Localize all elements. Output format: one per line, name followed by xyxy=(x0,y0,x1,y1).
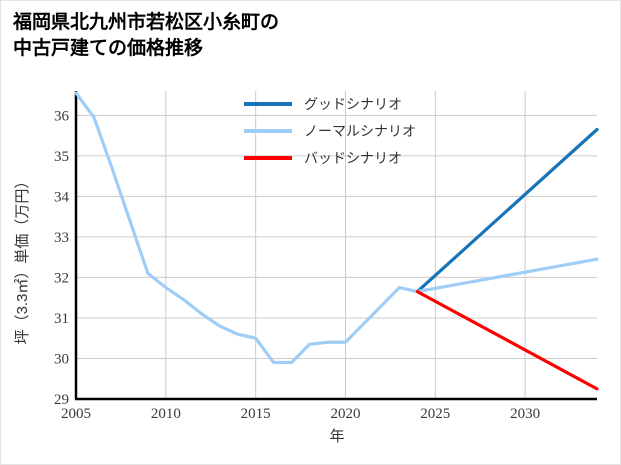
legend-label: グッドシナリオ xyxy=(304,96,402,112)
data-series xyxy=(74,91,599,391)
series-line xyxy=(74,91,599,365)
x-tick-label: 2010 xyxy=(151,406,181,422)
x-tick-label: 2020 xyxy=(330,406,360,422)
series-line xyxy=(415,127,599,294)
y-tick-label: 31 xyxy=(54,311,69,327)
x-tick-label: 2015 xyxy=(241,406,271,422)
legend-label: ノーマルシナリオ xyxy=(304,123,416,139)
y-tick-label: 29 xyxy=(54,392,69,408)
legend-label: バッドシナリオ xyxy=(304,150,402,166)
y-tick-label: 32 xyxy=(54,270,69,286)
y-tick-label: 30 xyxy=(54,351,69,367)
y-tick-label: 34 xyxy=(54,189,70,205)
y-tick-label: 33 xyxy=(54,230,69,246)
y-tick-label: 35 xyxy=(54,149,69,165)
x-tick-label: 2030 xyxy=(510,406,540,422)
x-tick-label: 2005 xyxy=(61,406,91,422)
grid-lines xyxy=(75,91,597,400)
y-axis-title: 坪（3.3㎡）単価（万円） xyxy=(14,174,31,345)
chart-title: 福岡県北九州市若松区小糸町の 中古戸建ての価格推移 xyxy=(13,12,280,59)
y-tick-label: 36 xyxy=(54,108,70,124)
x-tick-label: 2025 xyxy=(420,406,450,422)
y-tick-labels: 29 30 31 32 33 34 35 36 xyxy=(54,108,70,408)
series-line xyxy=(415,290,599,391)
x-axis-title: 年 xyxy=(329,428,344,445)
plot-spines xyxy=(74,91,597,401)
x-tick-labels: 2005 2010 2015 2020 2025 2030 xyxy=(61,406,540,422)
